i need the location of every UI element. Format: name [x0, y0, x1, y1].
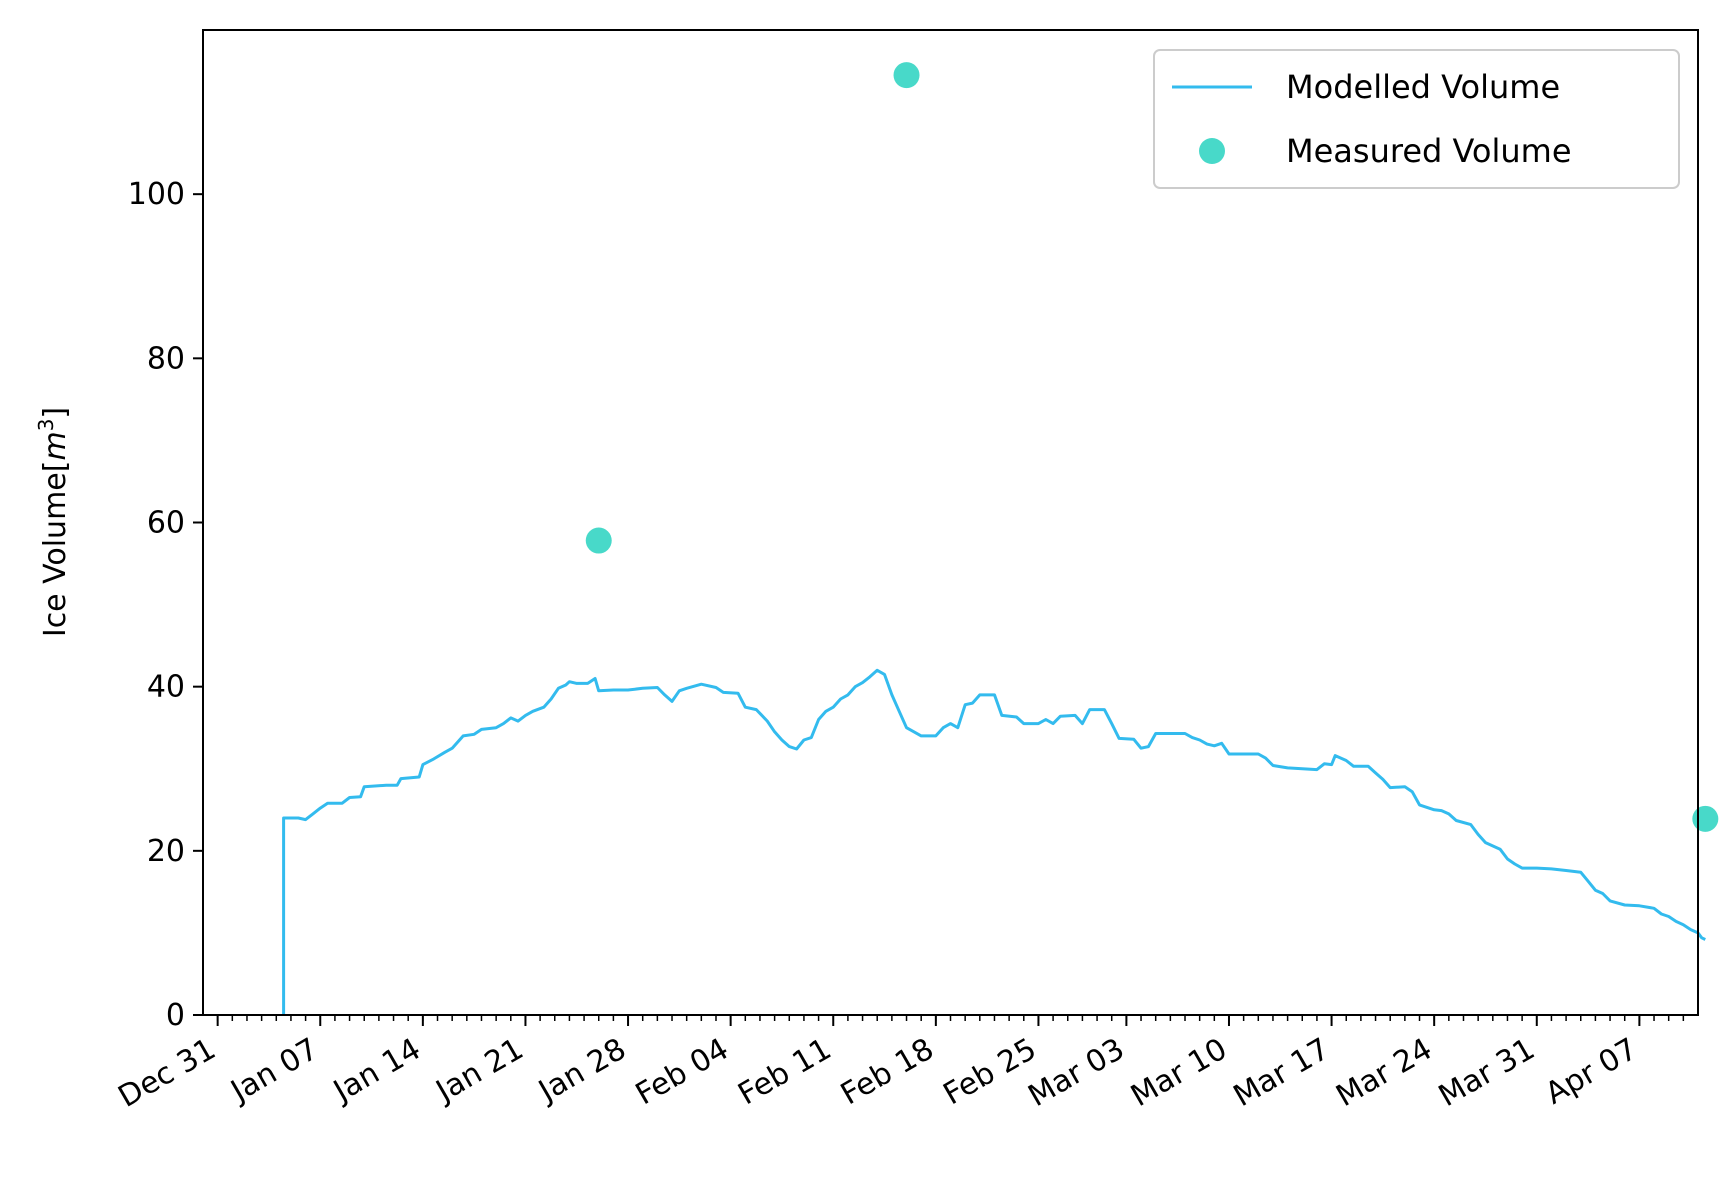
legend: Modelled Volume Measured Volume — [1153, 49, 1680, 189]
measured-volume-point — [585, 527, 612, 554]
modelled-volume-line — [282, 668, 1706, 1015]
y-tick-label: 80 — [147, 341, 185, 376]
legend-dot-swatch — [1199, 138, 1225, 164]
y-axis-label-var: m — [38, 431, 73, 460]
y-tick-label: 60 — [147, 506, 185, 541]
y-axis: 0 20 40 60 80 100 — [128, 177, 203, 1033]
y-axis-label-end: ] — [38, 407, 73, 419]
y-tick-label: 20 — [147, 834, 185, 869]
plot-area — [202, 29, 1719, 1016]
plot-background — [203, 30, 1698, 1015]
y-tick-label: 100 — [128, 177, 185, 212]
legend-label-modelled: Modelled Volume — [1286, 68, 1560, 106]
y-axis-label: Ice Volume[m3] — [34, 407, 73, 637]
y-tick-label: 40 — [147, 670, 185, 705]
y-axis-label-sup: 3 — [34, 419, 58, 432]
measured-volume-point — [1692, 805, 1719, 832]
legend-box — [1153, 49, 1680, 189]
y-axis-label-base: Ice Volume[ — [38, 461, 73, 638]
series-layer — [282, 62, 1719, 1015]
y-tick-label: 0 — [166, 998, 185, 1033]
measured-volume-point — [893, 62, 920, 89]
legend-label-measured: Measured Volume — [1286, 132, 1572, 170]
